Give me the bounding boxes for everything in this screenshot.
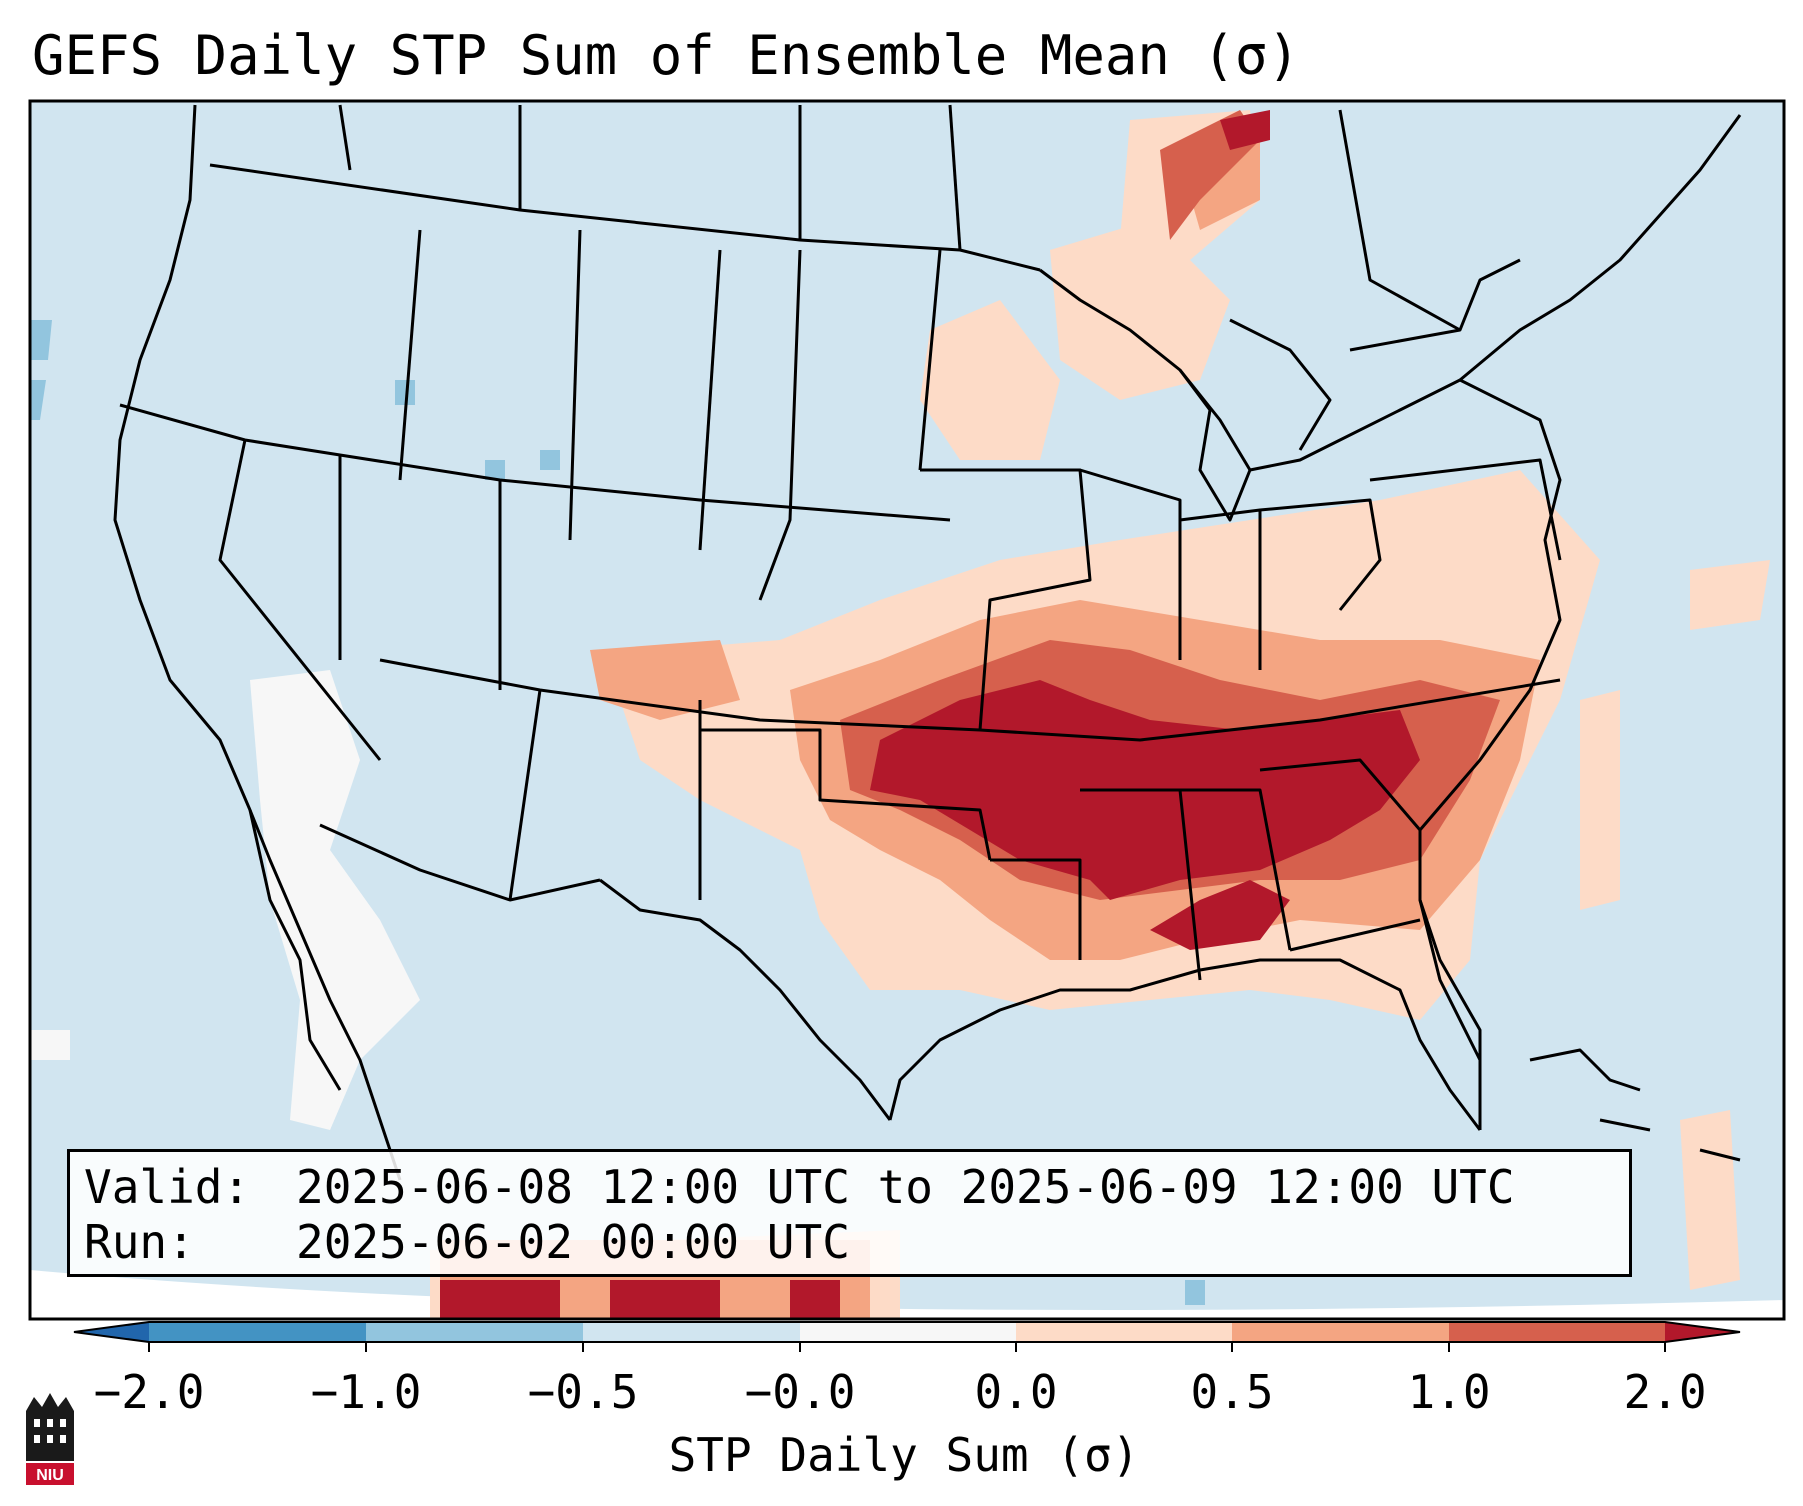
tick-label-4: −0.0 — [744, 1365, 856, 1419]
colorbar-over-arrow — [1665, 1322, 1740, 1342]
run-value: 2025-06-02 00:00 UTC — [296, 1215, 850, 1269]
anomaly-field-negative — [30, 320, 1205, 1305]
niu-logo-icon: NIU — [26, 1393, 74, 1485]
info-box: Valid: 2025-06-08 12:00 UTC to 2025-06-09… — [67, 1149, 1632, 1277]
tick-label-2: −1.0 — [310, 1365, 422, 1419]
tick-label-6: 0.5 — [1190, 1365, 1274, 1419]
valid-value: 2025-06-08 12:00 UTC to 2025-06-09 12:00… — [296, 1160, 1515, 1214]
tick-label-8: 2.0 — [1623, 1365, 1707, 1419]
tick-label-5: 0.0 — [974, 1365, 1058, 1419]
valid-label: Valid: — [84, 1160, 251, 1214]
colorbar-bin-3 — [583, 1322, 800, 1342]
map-frame — [28, 99, 1786, 1321]
tick-label-1: −2.0 — [93, 1365, 205, 1419]
run-label: Run: — [84, 1215, 195, 1269]
colorbar-bin-2 — [366, 1322, 583, 1342]
colorbar-bin-4 — [800, 1322, 1016, 1342]
colorbar-tick-marks — [148, 1342, 1666, 1352]
logo-text: NIU — [36, 1467, 64, 1484]
map-borders — [113, 104, 1742, 1181]
colorbar-label: STP Daily Sum (σ) — [668, 1428, 1140, 1482]
colorbar-bin-5 — [1016, 1322, 1232, 1342]
colorbar-bin-1 — [149, 1322, 366, 1342]
colorbar-bin-6 — [1232, 1322, 1449, 1342]
colorbar-under-arrow — [74, 1322, 149, 1342]
tick-label-7: 1.0 — [1407, 1365, 1491, 1419]
chart-title: GEFS Daily STP Sum of Ensemble Mean (σ) — [32, 24, 1300, 87]
colorbar-bin-7 — [1449, 1322, 1665, 1342]
anomaly-field-neutral — [30, 670, 420, 1130]
tick-label-3: −0.5 — [527, 1365, 639, 1419]
